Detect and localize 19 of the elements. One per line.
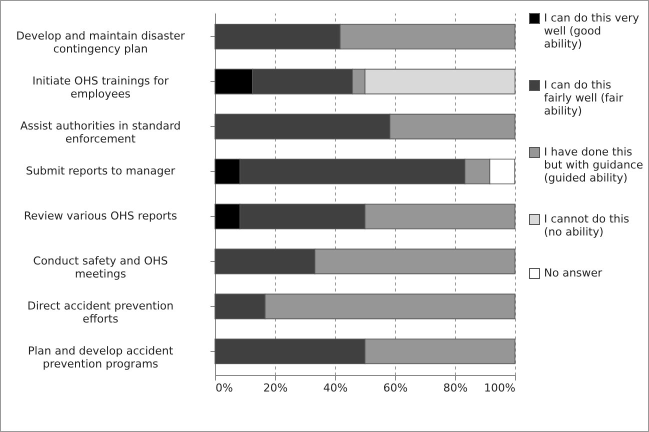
y-tick-label: Conduct safety and OHS meetings	[33, 254, 168, 280]
y-tick-label: Direct accident prevention efforts	[27, 299, 174, 326]
y-tick-label: Submit reports to manager	[26, 164, 176, 178]
x-tick-label: 60%	[383, 382, 408, 394]
legend-label: I have done this but with guidance (guided ability)	[544, 146, 644, 184]
y-tick-label: Initiate OHS trainings for employees	[32, 74, 170, 101]
x-tick-label: 100%	[484, 382, 516, 394]
y-tick-label: Review various OHS reports	[24, 209, 178, 222]
legend-label: I can do this fairly well (fair ability)	[544, 78, 624, 118]
y-tick-label: Plan and develop accident prevention programs	[28, 344, 174, 370]
legend-label: I can do this very well (good ability)	[544, 12, 640, 50]
y-tick-label: Develop and maintain disaster contingency plan	[16, 30, 186, 56]
x-tick-label: 20%	[263, 382, 288, 394]
x-tick-label: 0%	[216, 382, 233, 394]
x-tick-label: 40%	[323, 382, 348, 394]
x-tick-label: 80%	[443, 382, 468, 394]
y-tick-label: Assist authorities in standard enforcement	[20, 120, 181, 146]
legend-label: No answer	[544, 266, 603, 280]
legend-label: I cannot do this (no ability)	[544, 212, 630, 238]
